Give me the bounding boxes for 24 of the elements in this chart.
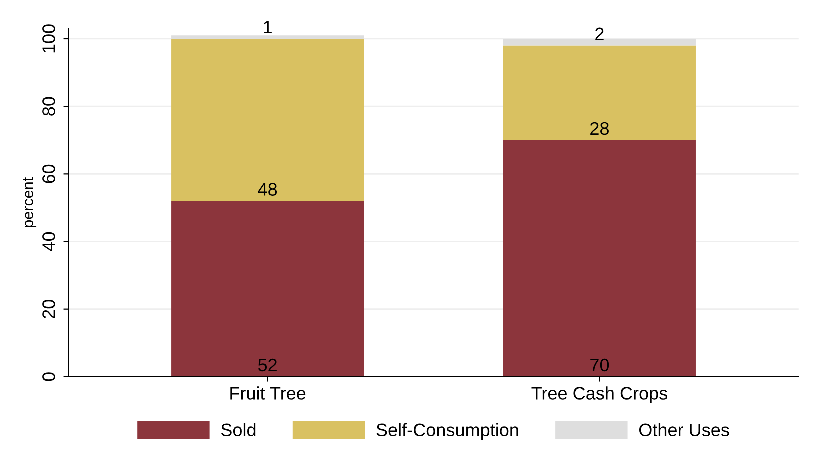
data-label: 70 xyxy=(590,358,610,372)
data-label: 2 xyxy=(596,28,604,40)
y-tick-label: 100 xyxy=(42,24,56,53)
y-tick-label: 40 xyxy=(42,232,56,252)
data-label: 48 xyxy=(258,183,278,196)
legend-label: Other Uses xyxy=(639,423,730,437)
legend-label: Self-Consumption xyxy=(376,423,518,440)
x-tick-label: Fruit Tree xyxy=(230,386,306,400)
bar xyxy=(503,46,696,140)
bar xyxy=(503,140,696,377)
legend-label: Sold xyxy=(221,423,256,437)
bar xyxy=(503,38,696,46)
y-tick-label: 80 xyxy=(42,97,56,116)
data-label: 1 xyxy=(264,21,272,34)
y-axis-title: percent xyxy=(23,178,37,228)
x-tick-label: Tree Cash Crops xyxy=(532,386,668,404)
y-tick-label: 60 xyxy=(42,164,56,184)
bar xyxy=(172,201,364,377)
y-tick-label: 0 xyxy=(42,372,56,382)
y-tick-label: 20 xyxy=(42,300,56,318)
data-label: 28 xyxy=(590,122,609,136)
data-label: 52 xyxy=(258,358,277,372)
bar xyxy=(172,36,364,39)
bar xyxy=(172,38,364,202)
